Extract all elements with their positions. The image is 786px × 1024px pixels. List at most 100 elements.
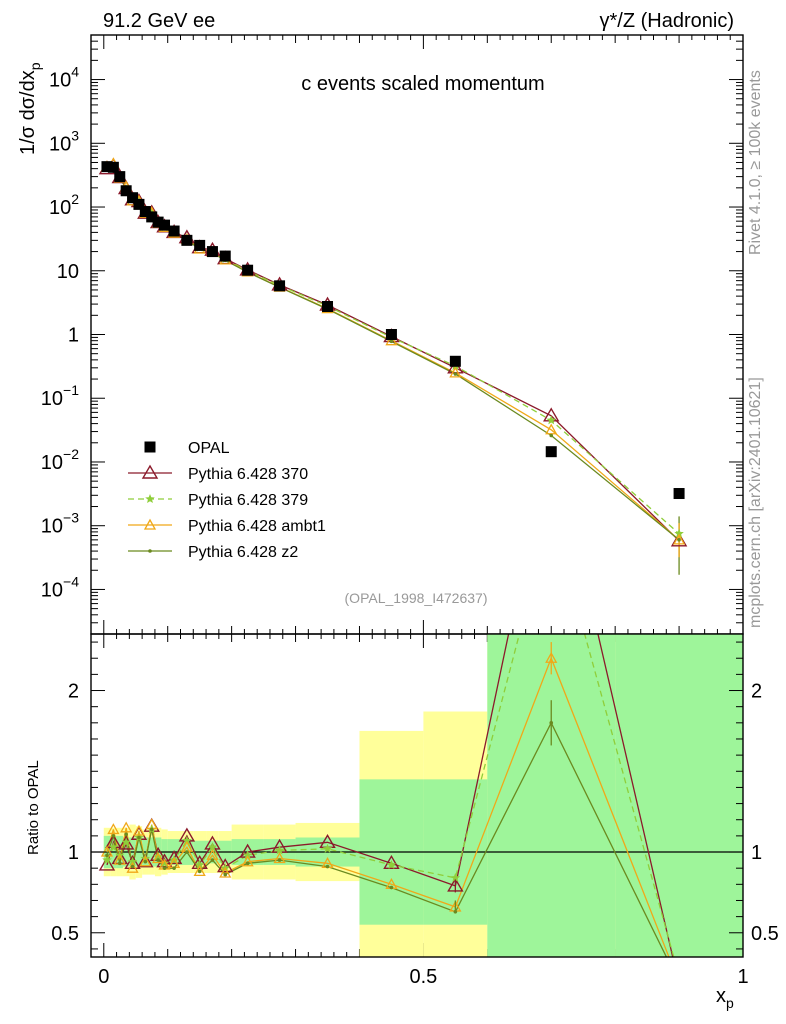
data-point — [219, 250, 231, 262]
data-point — [132, 824, 146, 836]
data-point — [386, 859, 397, 869]
data-point — [172, 866, 176, 870]
y-tick-label: 10 — [57, 261, 79, 283]
data-point — [389, 885, 394, 890]
legend-marker — [144, 441, 156, 453]
series-line — [106, 634, 675, 957]
band-inner — [487, 634, 616, 957]
data-point — [325, 864, 330, 869]
data-point — [117, 861, 122, 866]
data-point — [162, 866, 167, 870]
ratio-frame — [90, 633, 744, 958]
data-point — [133, 198, 145, 210]
data-point — [674, 528, 684, 538]
ratio-tick-label-right: 2 — [751, 681, 762, 703]
data-point — [274, 280, 286, 292]
data-point — [111, 834, 116, 838]
y-tick-mantissa: 10 — [41, 388, 63, 410]
data-point — [159, 858, 170, 868]
data-point — [181, 234, 193, 246]
y-tick-mantissa: 10 — [49, 133, 71, 155]
data-point — [153, 851, 163, 861]
plot-title: c events scaled momentum — [301, 73, 544, 95]
data-point — [126, 861, 139, 873]
data-point — [156, 858, 160, 862]
data-point — [383, 854, 400, 870]
ratio-tick-label-right: 0.5 — [751, 923, 779, 945]
data-point — [385, 329, 397, 340]
y-axis-label: 1/σ dσ/dxp — [17, 62, 43, 155]
series-line — [106, 162, 680, 541]
y-tick-label: 10−1 — [41, 382, 79, 410]
series-line — [106, 163, 680, 541]
ratio-tick-label-right: 1 — [751, 842, 762, 864]
data-point — [137, 835, 141, 840]
y-tick-mantissa: 10 — [49, 197, 71, 219]
data-point — [191, 854, 208, 870]
legend-label: Pythia 6.428 370 — [188, 466, 308, 483]
data-point — [217, 858, 234, 873]
y-tick-exponent: 4 — [71, 64, 79, 80]
data-point — [274, 845, 285, 855]
data-point — [449, 355, 461, 367]
x-tick-label: 1 — [737, 966, 748, 988]
data-point — [139, 855, 152, 867]
data-point — [168, 225, 180, 237]
data-point — [672, 533, 686, 545]
data-point — [549, 433, 554, 438]
data-point — [108, 842, 119, 852]
data-point — [245, 861, 250, 866]
data-point — [322, 843, 333, 853]
data-point — [137, 853, 154, 868]
legend-marker — [141, 464, 159, 479]
data-point — [127, 856, 138, 866]
data-point — [105, 853, 109, 858]
header-right: γ*/Z (Hadronic) — [600, 10, 734, 32]
data-point — [449, 366, 462, 378]
data-point — [107, 823, 120, 835]
data-point — [102, 855, 112, 865]
data-point — [152, 216, 164, 228]
data-point — [242, 850, 253, 860]
legend-marker — [148, 549, 152, 553]
mcplots-label: mcplots.cern.ch [arXiv:2401.10621] — [747, 377, 764, 628]
data-point — [242, 264, 254, 276]
data-point — [152, 852, 165, 864]
data-point — [107, 161, 119, 173]
x-axis-label-main: x — [716, 985, 726, 1007]
y-tick-exponent: 3 — [71, 127, 79, 143]
data-point — [101, 161, 113, 173]
legend-label: Pythia 6.428 379 — [188, 492, 308, 509]
y-tick-exponent: −1 — [63, 382, 79, 398]
data-point — [546, 415, 556, 425]
data-point — [197, 869, 202, 874]
y-tick-mantissa: 1 — [68, 325, 79, 347]
data-point — [210, 858, 215, 862]
data-point — [453, 372, 458, 376]
data-point — [207, 842, 218, 852]
data-point — [677, 538, 681, 542]
y-tick-label: 102 — [49, 191, 79, 219]
data-point — [670, 532, 688, 547]
legend: OPAL Pythia 6.428 370 Pythia 6.428 379 Pyth… — [128, 440, 326, 561]
y-tick-label: 1 — [68, 325, 79, 347]
y-tick-exponent: 2 — [71, 191, 79, 207]
y-tick-mantissa: 10 — [41, 516, 63, 538]
data-point — [322, 300, 334, 312]
data-point — [130, 864, 135, 869]
data-point — [206, 246, 218, 258]
data-point — [121, 837, 131, 847]
ratio-tick-label: 1 — [68, 842, 79, 864]
y-tick-label: 10−2 — [41, 446, 79, 474]
band-inner — [615, 634, 743, 957]
data-point — [450, 872, 461, 882]
data-point — [182, 835, 192, 845]
data-point — [165, 850, 183, 865]
y-tick-label: 103 — [49, 127, 79, 155]
data-point — [389, 339, 394, 344]
legend-label: OPAL — [188, 440, 230, 457]
data-point — [273, 852, 286, 864]
data-point — [124, 832, 128, 837]
legend-marker — [143, 518, 157, 530]
